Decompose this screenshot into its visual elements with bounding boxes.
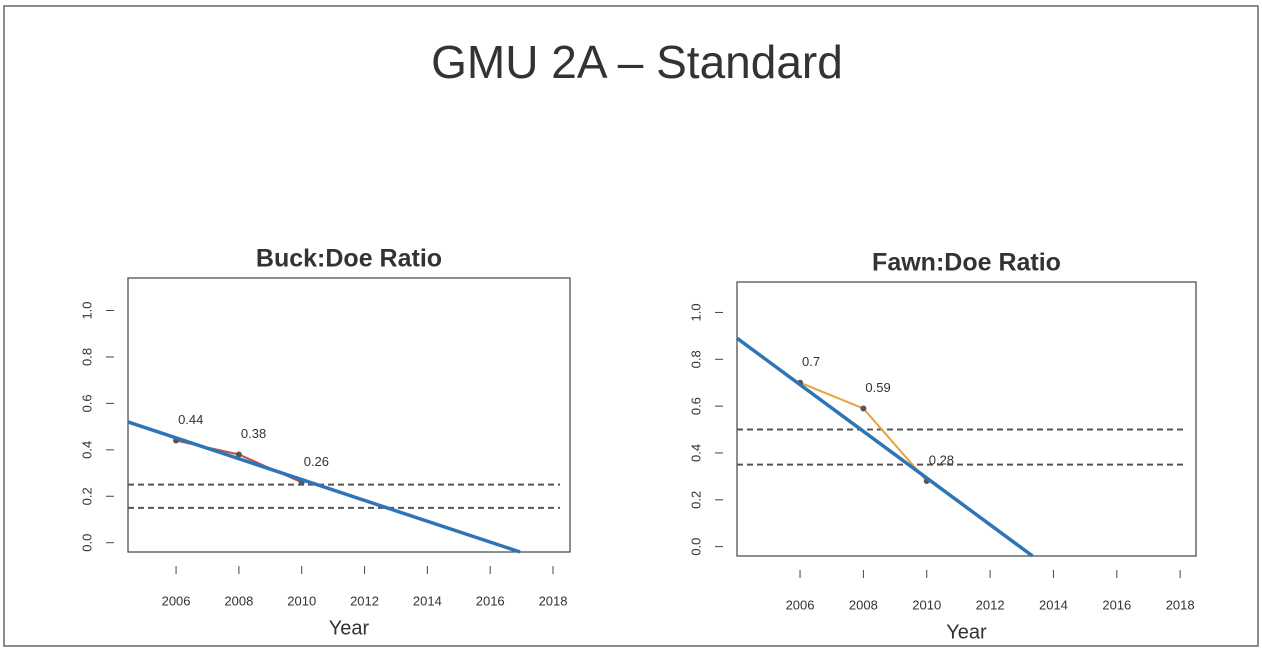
y-tick-label: 0.8 [688,350,703,368]
y-tick-label: 0.2 [79,487,94,505]
x-axis-label: Year [946,621,987,643]
y-tick-label: 0.4 [688,444,703,462]
value-label: 0.44 [178,412,203,427]
y-tick-label: 0.2 [688,491,703,509]
value-label: 0.59 [865,380,890,395]
frame [3,5,1259,647]
x-tick-label: 2012 [350,593,379,608]
x-tick-label: 2010 [912,597,941,612]
x-tick-label: 2014 [1039,597,1068,612]
page-title: GMU 2A – Standard [431,36,843,88]
x-tick-label: 2006 [162,593,191,608]
y-tick-label: 0.0 [79,534,94,552]
value-label: 0.7 [802,354,820,369]
chart-title: Fawn:Doe Ratio [872,249,1061,277]
y-tick-label: 0.8 [79,348,94,366]
plot-box [736,281,1197,557]
x-tick-label: 2008 [224,593,253,608]
x-tick-label: 2014 [413,593,442,608]
x-tick-label: 2006 [786,597,815,612]
data-point [235,451,242,458]
x-tick-label: 2018 [1166,597,1195,612]
data-line [175,439,303,484]
x-tick-label: 2016 [476,593,505,608]
x-tick-label: 2018 [539,593,568,608]
trend-line [735,336,1034,558]
y-tick-label: 1.0 [688,303,703,321]
plot-box [127,277,571,553]
chart-title: Buck:Doe Ratio [256,245,442,273]
x-tick-label: 2016 [1102,597,1131,612]
value-label: 0.26 [304,454,329,469]
value-label: 0.28 [929,452,954,467]
trend-line [127,420,521,554]
x-tick-label: 2010 [287,593,316,608]
y-tick-label: 0.6 [688,397,703,415]
data-point [860,405,867,412]
y-tick-label: 0.4 [79,441,94,459]
x-axis-label: Year [329,617,370,639]
x-tick-label: 2012 [976,597,1005,612]
value-label: 0.38 [241,426,266,441]
y-tick-label: 1.0 [79,301,94,319]
x-tick-label: 2008 [849,597,878,612]
y-tick-label: 0.0 [688,538,703,556]
y-tick-label: 0.6 [79,394,94,412]
